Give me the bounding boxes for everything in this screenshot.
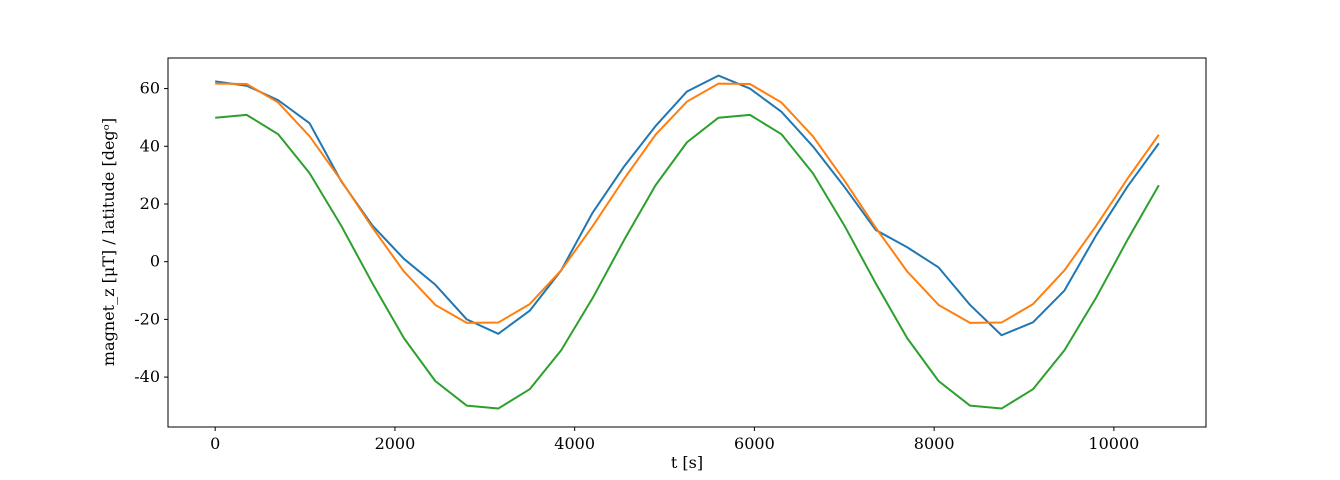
x-tick-label: 10000 xyxy=(1088,434,1139,453)
y-tick-label: 0 xyxy=(150,252,160,271)
x-tick-label: 2000 xyxy=(375,434,416,453)
x-tick-label: 0 xyxy=(210,434,220,453)
y-tick-label: 60 xyxy=(140,79,160,98)
x-tick-label: 8000 xyxy=(914,434,955,453)
y-tick-label: 20 xyxy=(140,194,160,213)
x-axis-label: t [s] xyxy=(671,453,703,472)
x-tick-label: 4000 xyxy=(554,434,595,453)
plot-frame xyxy=(167,57,1207,428)
y-tick-label: -20 xyxy=(134,309,160,328)
series-line xyxy=(215,82,1160,324)
series-line xyxy=(215,74,1160,337)
series-line xyxy=(215,113,1160,410)
y-tick-label: -40 xyxy=(134,367,160,386)
x-tick-label: 6000 xyxy=(734,434,775,453)
y-tick-label: 40 xyxy=(140,136,160,155)
y-axis-label: magnet_z [μT] / latitude [degᵒ] xyxy=(99,118,118,366)
